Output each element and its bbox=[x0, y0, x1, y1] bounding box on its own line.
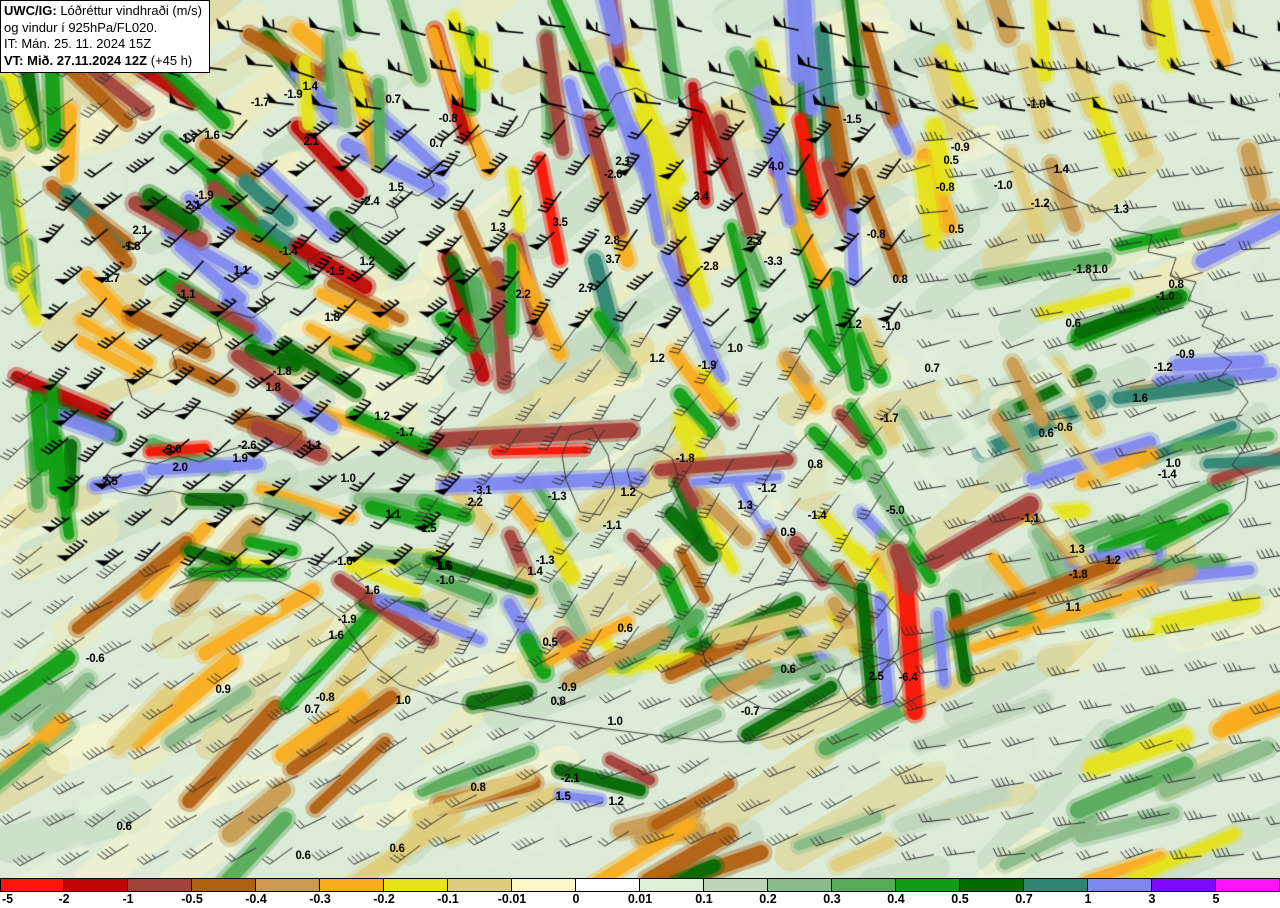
colorbar-label: -0.3 bbox=[309, 892, 331, 906]
title-parameter: Lóðréttur vindhraði (m/s) bbox=[56, 3, 202, 18]
weather-field-canvas bbox=[0, 0, 1280, 878]
colorbar-label: 0.1 bbox=[695, 892, 713, 906]
colorbar-label: -0.5 bbox=[181, 892, 203, 906]
title-line-1: UWC/IG: Lóðréttur vindhraði (m/s) bbox=[4, 3, 202, 20]
colorbar-segment bbox=[896, 879, 960, 891]
colorbar-label: -0.4 bbox=[245, 892, 267, 906]
colorbar: -5 -2 -1 -0.5 -0.4 -0.3 -0.2 -0.1 -0.01 0 0.01 0.1 0… bbox=[0, 878, 1280, 908]
colorbar-segment bbox=[1024, 879, 1088, 891]
colorbar-label: 0 bbox=[572, 892, 580, 906]
colorbar-segment bbox=[576, 879, 640, 891]
colorbar-label: -1 bbox=[122, 892, 134, 906]
colorbar-segment bbox=[704, 879, 768, 891]
colorbar-label: -0.2 bbox=[373, 892, 395, 906]
colorbar-segment bbox=[0, 879, 64, 891]
map-title-box: UWC/IG: Lóðréttur vindhraði (m/s) og vin… bbox=[0, 0, 210, 73]
colorbar-segment bbox=[960, 879, 1024, 891]
colorbar-segment bbox=[640, 879, 704, 891]
colorbar-label: 0.5 bbox=[951, 892, 969, 906]
colorbar-label: -2 bbox=[58, 892, 70, 906]
colorbar-segment bbox=[320, 879, 384, 891]
colorbar-label: -0.01 bbox=[497, 892, 527, 906]
title-line-3-init-time: IT: Mán. 25. 11. 2024 15Z bbox=[4, 36, 152, 51]
colorbar-segment bbox=[192, 879, 256, 891]
title-line-2: og vindur í 925hPa/FL020. bbox=[4, 19, 158, 35]
title-line-4-valid-time: VT: Mið. 27.11.2024 12Z (+45 h) bbox=[4, 52, 193, 68]
colorbar-label: 0.4 bbox=[887, 892, 905, 906]
colorbar-label: -5 bbox=[2, 892, 14, 906]
colorbar-label: 0.3 bbox=[823, 892, 841, 906]
colorbar-segment bbox=[64, 879, 128, 891]
colorbar-segment bbox=[1152, 879, 1216, 891]
colorbar-label: 1 bbox=[1084, 892, 1092, 906]
colorbar-segment bbox=[1216, 879, 1280, 891]
colorbar-segments bbox=[0, 878, 1280, 892]
colorbar-segment bbox=[448, 879, 512, 891]
colorbar-label: 3 bbox=[1148, 892, 1156, 906]
colorbar-label: -0.1 bbox=[437, 892, 459, 906]
colorbar-label: 5 bbox=[1212, 892, 1220, 906]
colorbar-segment bbox=[1088, 879, 1152, 891]
title-product-code: UWC/IG: bbox=[4, 3, 57, 18]
colorbar-segment bbox=[384, 879, 448, 891]
colorbar-label: 0.2 bbox=[759, 892, 777, 906]
colorbar-segment bbox=[832, 879, 896, 891]
colorbar-segment bbox=[512, 879, 576, 891]
colorbar-label: 0.7 bbox=[1015, 892, 1033, 906]
colorbar-segment bbox=[768, 879, 832, 891]
colorbar-labels: -5 -2 -1 -0.5 -0.4 -0.3 -0.2 -0.1 -0.01 0 0.01 0.1 0… bbox=[0, 892, 1280, 908]
colorbar-segment bbox=[256, 879, 320, 891]
colorbar-segment bbox=[128, 879, 192, 891]
colorbar-label: 0.01 bbox=[627, 892, 653, 906]
